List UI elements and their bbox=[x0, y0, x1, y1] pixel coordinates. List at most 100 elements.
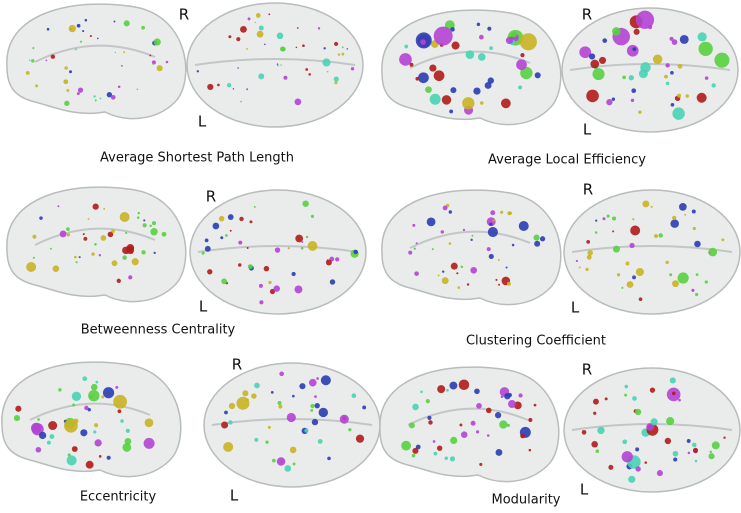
orientation-label: R bbox=[583, 181, 593, 199]
node-sphere bbox=[220, 236, 224, 240]
panel: R L Modularity bbox=[379, 361, 741, 508]
brain-sagittal bbox=[6, 3, 187, 120]
node-sphere bbox=[283, 75, 288, 80]
node-sphere bbox=[353, 249, 358, 255]
node-sphere bbox=[84, 18, 88, 22]
brain-axial bbox=[563, 189, 741, 315]
node-sphere bbox=[474, 388, 480, 395]
node-sphere bbox=[473, 87, 481, 95]
node-sphere bbox=[291, 271, 296, 277]
node-sphere bbox=[611, 216, 617, 221]
node-sphere bbox=[723, 436, 726, 439]
node-sphere bbox=[254, 437, 259, 442]
node-sphere bbox=[449, 109, 454, 114]
node-sphere bbox=[624, 393, 628, 397]
orientation-label: R bbox=[232, 356, 242, 374]
node-sphere bbox=[691, 288, 695, 292]
node-sphere bbox=[427, 415, 432, 420]
node-sphere bbox=[269, 288, 276, 295]
node-sphere bbox=[606, 214, 610, 218]
node-sphere bbox=[404, 44, 409, 49]
node-sphere bbox=[217, 83, 220, 87]
node-sphere bbox=[586, 89, 599, 103]
node-sphere bbox=[286, 412, 296, 423]
node-sphere bbox=[492, 219, 495, 222]
node-sphere bbox=[98, 455, 102, 458]
node-sphere bbox=[534, 240, 541, 247]
node-sphere bbox=[585, 267, 589, 272]
node-sphere bbox=[595, 449, 600, 453]
node-sphere bbox=[13, 415, 21, 422]
node-sphere bbox=[528, 448, 532, 452]
node-sphere bbox=[143, 219, 146, 222]
node-sphere bbox=[318, 407, 329, 418]
node-sphere bbox=[448, 210, 453, 214]
node-sphere bbox=[310, 408, 314, 412]
node-sphere bbox=[320, 375, 331, 386]
node-sphere bbox=[119, 212, 130, 222]
node-sphere bbox=[408, 422, 415, 429]
node-sphere bbox=[326, 70, 329, 73]
node-sphere bbox=[460, 431, 468, 438]
node-sphere bbox=[450, 27, 455, 32]
node-sphere bbox=[305, 235, 309, 239]
panel-caption: Eccentricity bbox=[80, 490, 157, 505]
node-sphere bbox=[479, 34, 484, 40]
node-sphere bbox=[348, 428, 352, 432]
node-sphere bbox=[287, 247, 290, 250]
node-sphere bbox=[207, 83, 214, 91]
node-sphere bbox=[123, 51, 126, 54]
brain-sagittal bbox=[381, 189, 562, 306]
node-sphere bbox=[433, 26, 453, 46]
node-sphere bbox=[604, 397, 608, 401]
node-sphere bbox=[90, 383, 98, 391]
node-sphere bbox=[317, 27, 321, 30]
node-sphere bbox=[652, 54, 663, 64]
node-sphere bbox=[96, 37, 99, 40]
node-sphere bbox=[630, 98, 635, 103]
node-sphere bbox=[441, 270, 445, 273]
node-sphere bbox=[508, 399, 517, 408]
node-sphere bbox=[593, 411, 597, 415]
node-sphere bbox=[671, 39, 678, 45]
node-sphere bbox=[670, 70, 674, 75]
node-sphere bbox=[45, 59, 48, 62]
node-sphere bbox=[228, 35, 232, 39]
node-sphere bbox=[634, 408, 642, 416]
node-sphere bbox=[686, 438, 691, 443]
node-sphere bbox=[93, 430, 97, 434]
node-sphere bbox=[649, 387, 656, 393]
node-sphere bbox=[117, 409, 122, 414]
node-sphere bbox=[247, 17, 251, 21]
node-sphere bbox=[221, 278, 228, 285]
brain-axial bbox=[203, 362, 381, 488]
node-sphere bbox=[586, 254, 592, 260]
node-sphere bbox=[335, 257, 340, 262]
node-sphere bbox=[650, 205, 653, 208]
node-sphere bbox=[539, 236, 546, 242]
node-sphere bbox=[692, 447, 699, 453]
node-sphere bbox=[80, 429, 88, 437]
node-sphere bbox=[125, 231, 128, 235]
node-sphere bbox=[626, 281, 634, 288]
node-sphere bbox=[110, 94, 116, 100]
node-sphere bbox=[151, 221, 157, 226]
node-sphere bbox=[415, 76, 420, 81]
node-sphere bbox=[644, 461, 648, 464]
node-sphere bbox=[126, 246, 135, 255]
node-sphere bbox=[608, 464, 614, 470]
node-sphere bbox=[497, 259, 500, 261]
node-sphere bbox=[656, 470, 663, 477]
node-sphere bbox=[111, 229, 115, 234]
node-sphere bbox=[113, 394, 127, 409]
node-sphere bbox=[64, 100, 70, 107]
node-sphere bbox=[518, 393, 523, 398]
node-sphere bbox=[665, 260, 669, 265]
panel: R L Betweenness Centrality bbox=[6, 186, 367, 338]
node-sphere bbox=[691, 209, 696, 214]
node-sphere bbox=[638, 297, 643, 302]
node-sphere bbox=[39, 216, 43, 220]
panel-caption: Betweenness Centrality bbox=[81, 323, 236, 338]
node-sphere bbox=[578, 266, 581, 269]
node-sphere bbox=[337, 53, 341, 56]
